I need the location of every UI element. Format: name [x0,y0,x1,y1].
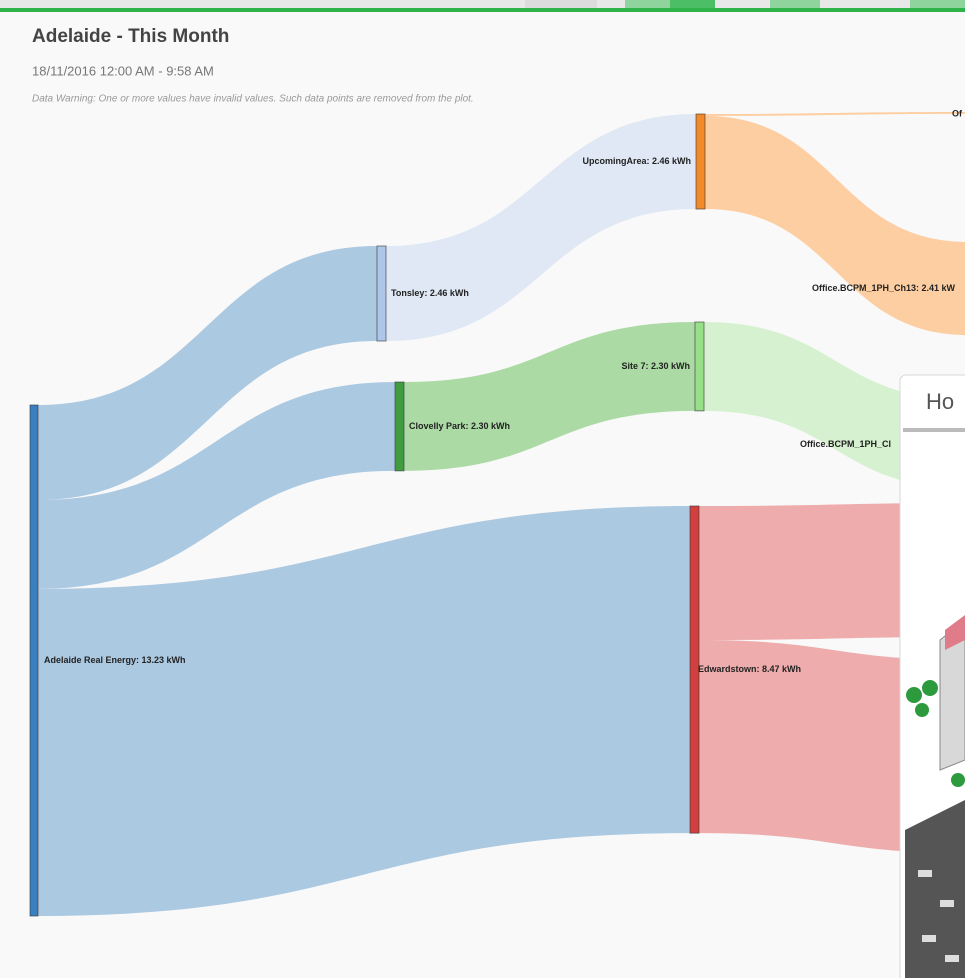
node [689,505,700,834]
parking-lot [905,800,965,978]
link [705,112,965,116]
tab [910,0,965,8]
car [940,900,954,907]
links [38,112,965,916]
node-label: Edwardstown: 8.47 kWh [698,664,801,674]
chart-subtitle: 18/11/2016 12:00 AM - 9:58 AM [32,63,214,78]
popup-title: Ho [926,389,954,414]
panel-top-bar [0,8,965,12]
node-label: Adelaide Real Energy: 13.23 kWh [44,655,186,665]
tab [770,0,820,8]
top-strip [0,0,965,8]
labels: Adelaide Real Energy: 13.23 kWh Tonsley: … [44,108,963,674]
node-label: Office.BCPM_1PH_Ch13: 2.41 kW [812,283,956,293]
tab [525,0,597,8]
node [29,404,39,917]
node [695,113,706,210]
car [922,935,936,942]
node [694,321,705,412]
tab [670,0,715,8]
link [386,114,696,342]
link [699,640,965,854]
tree [951,773,965,787]
nodes [29,113,706,917]
link [404,322,695,471]
link [699,503,965,641]
popup-underline [903,428,965,432]
link [705,115,965,335]
popup[interactable]: Ho [899,374,965,978]
node-label: UpcomingArea: 2.46 kWh [582,156,691,166]
link [38,246,377,501]
link [38,506,690,916]
node-label: Tonsley: 2.46 kWh [391,288,469,298]
tree [906,687,922,703]
node [394,381,405,472]
chart-title: Adelaide - This Month [32,26,229,47]
node-label: Of [952,108,963,118]
building-roof [945,615,965,650]
tree [922,680,938,696]
node-label: Clovelly Park: 2.30 kWh [409,421,510,431]
node-label: Office.BCPM_1PH_Cl [800,439,891,449]
link [38,382,395,589]
tree [915,703,929,717]
node [376,245,387,342]
car [945,955,959,962]
data-warning: Data Warning: One or more values have in… [32,94,474,105]
car [918,870,932,877]
node-label: Site 7: 2.30 kWh [621,361,690,371]
